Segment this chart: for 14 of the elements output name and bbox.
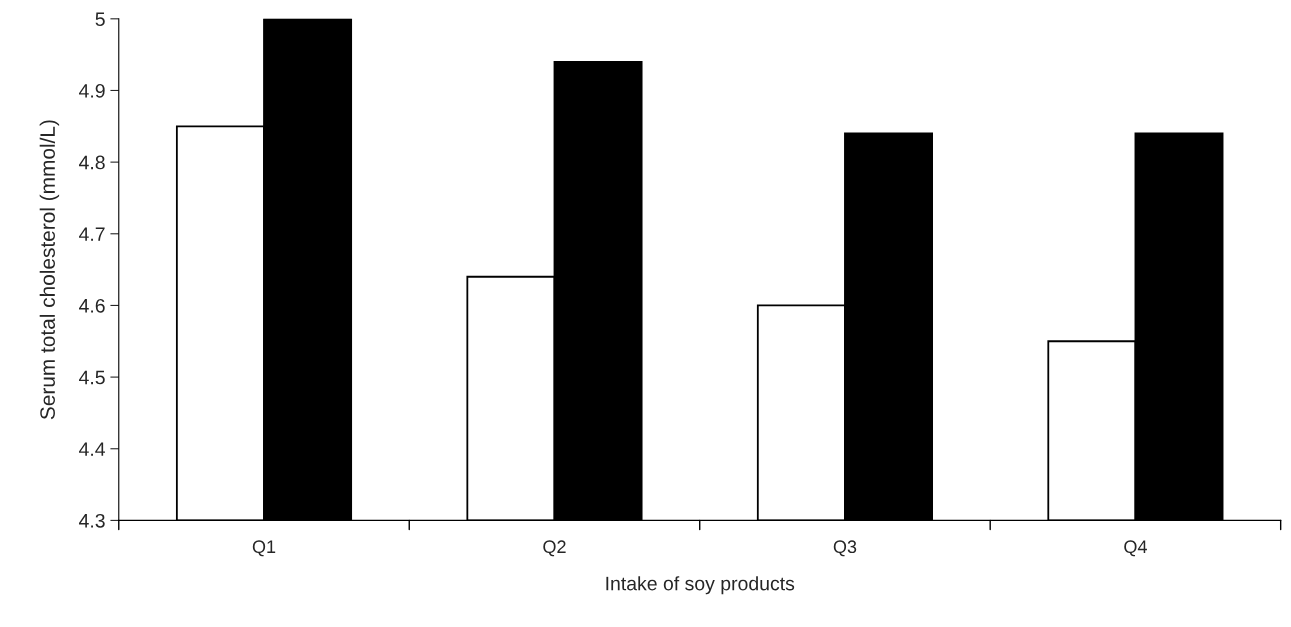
x-axis-title: Intake of soy products (606, 576, 795, 595)
y-tick-label: 5 (95, 12, 105, 27)
y-tick-label: 4.6 (79, 298, 105, 313)
x-tick-label: Q4 (1124, 540, 1147, 557)
y-tick-label: 4.7 (79, 227, 105, 241)
y-axis-title: Serum total cholesterol (mmol/L) (39, 120, 60, 420)
y-tick-label: 4.8 (79, 155, 105, 170)
y-tick-label: 4.9 (79, 83, 105, 98)
x-tick-label: Q3 (833, 540, 857, 557)
y-tick-label: 4.5 (79, 370, 105, 385)
y-tick-label: 4.4 (79, 442, 106, 456)
y-tick-label: 4.3 (79, 513, 105, 528)
x-tick-label: Q1 (252, 540, 276, 557)
x-tick-label: Q2 (543, 540, 566, 557)
